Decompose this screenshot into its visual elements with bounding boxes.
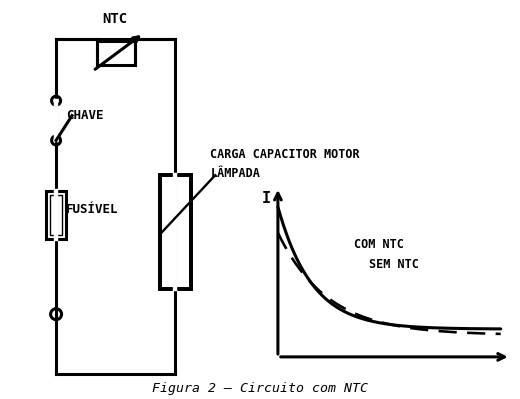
Text: CHAVE: CHAVE — [66, 109, 103, 122]
Bar — [97, 41, 135, 65]
Text: Figura 2 – Circuito com NTC: Figura 2 – Circuito com NTC — [152, 382, 368, 395]
Bar — [160, 175, 191, 289]
Bar — [50, 195, 62, 235]
Text: COM NTC: COM NTC — [355, 238, 405, 251]
Text: FUSÍVEL: FUSÍVEL — [66, 203, 119, 216]
Bar — [46, 191, 66, 239]
Text: I: I — [262, 191, 271, 206]
Text: NTC: NTC — [102, 12, 127, 26]
Text: CARGA CAPACITOR MOTOR
LÂMPADA: CARGA CAPACITOR MOTOR LÂMPADA — [210, 148, 360, 180]
Text: SEM NTC: SEM NTC — [369, 257, 419, 271]
